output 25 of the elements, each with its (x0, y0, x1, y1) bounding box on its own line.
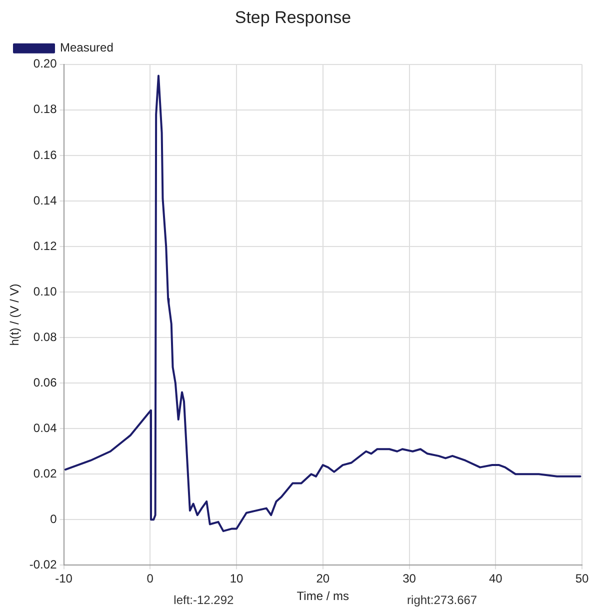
x-tick-label: 30 (402, 572, 416, 586)
x-tick-label: 40 (488, 572, 503, 586)
x-tick-label: 0 (146, 572, 154, 586)
y-tick-label: 0.16 (33, 148, 58, 162)
y-tick-label: 0.10 (33, 284, 58, 298)
y-tick-label: 0.08 (33, 330, 58, 344)
y-tick-label: 0.12 (33, 238, 58, 253)
x-tick-label: 10 (230, 572, 244, 586)
y-tick-label: 0.06 (33, 375, 58, 390)
legend-label: Measured (60, 40, 114, 55)
y-tick-label: 0.04 (33, 420, 58, 435)
y-tick-label: 0.20 (33, 56, 58, 71)
y-tick-label: 0.18 (33, 102, 58, 116)
x-tick-label: -10 (55, 572, 73, 586)
chart-title: Step Response (234, 8, 352, 27)
x-tick-label: 20 (316, 572, 330, 586)
x-tick-label: 50 (575, 572, 589, 586)
y-tick-label: 0.02 (33, 466, 58, 480)
text: right:273.667 (407, 593, 478, 607)
x-axis-title: Time / ms (296, 589, 349, 604)
y-axis-title: h(t) / (V / V) (8, 284, 22, 346)
y-tick-label: 0.14 (33, 193, 58, 208)
y-tick-label: -0.02 (29, 558, 58, 572)
text: left:-12.292 (174, 593, 234, 607)
y-tick-label: 0 (50, 512, 58, 526)
